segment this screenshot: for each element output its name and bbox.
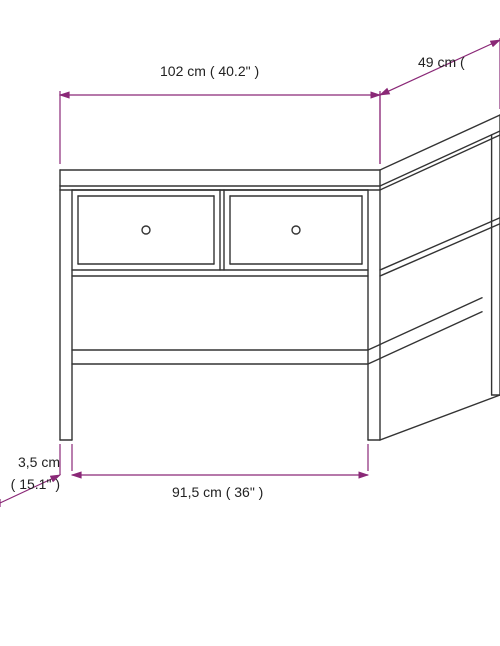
dim-width-top-cm: 102 cm (160, 63, 206, 79)
dim-depth-bottom: 3,5 cm ( 15.1" ) (0, 455, 60, 491)
dim-depth-top-cm: 49 cm (418, 54, 456, 70)
diagram-canvas: 102 cm ( 40.2" ) 49 cm ( 91,5 cm ( 36" )… (0, 0, 500, 641)
dim-inner-width-in: ( 36" ) (226, 484, 264, 500)
dim-inner-width-cm: 91,5 cm (172, 484, 222, 500)
dim-width-top-in: ( 40.2" ) (210, 63, 259, 79)
dim-depth-bottom-cm: 3,5 cm (0, 455, 60, 469)
dim-width-top: 102 cm ( 40.2" ) (160, 64, 259, 78)
dim-depth-top-in: ( (460, 54, 465, 70)
dim-depth-bottom-in: ( 15.1" ) (0, 477, 60, 491)
dim-inner-width: 91,5 cm ( 36" ) (172, 485, 263, 499)
dim-depth-top: 49 cm ( (418, 55, 465, 69)
